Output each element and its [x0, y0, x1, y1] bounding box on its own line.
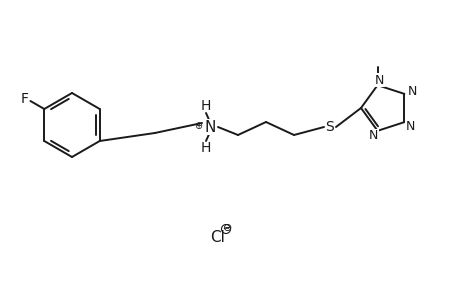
Text: N: N — [374, 74, 383, 87]
Text: H: H — [201, 99, 211, 113]
Text: ⊕: ⊕ — [194, 121, 202, 131]
Text: S: S — [325, 120, 334, 134]
Text: −: − — [222, 224, 229, 233]
Text: ⊖: ⊖ — [223, 223, 232, 233]
Text: F: F — [20, 92, 28, 106]
Text: Cl: Cl — [210, 230, 225, 245]
Text: N: N — [407, 85, 416, 98]
Text: N: N — [368, 129, 377, 142]
Text: H: H — [201, 141, 211, 155]
Text: N: N — [405, 120, 414, 133]
Text: N: N — [204, 119, 215, 134]
